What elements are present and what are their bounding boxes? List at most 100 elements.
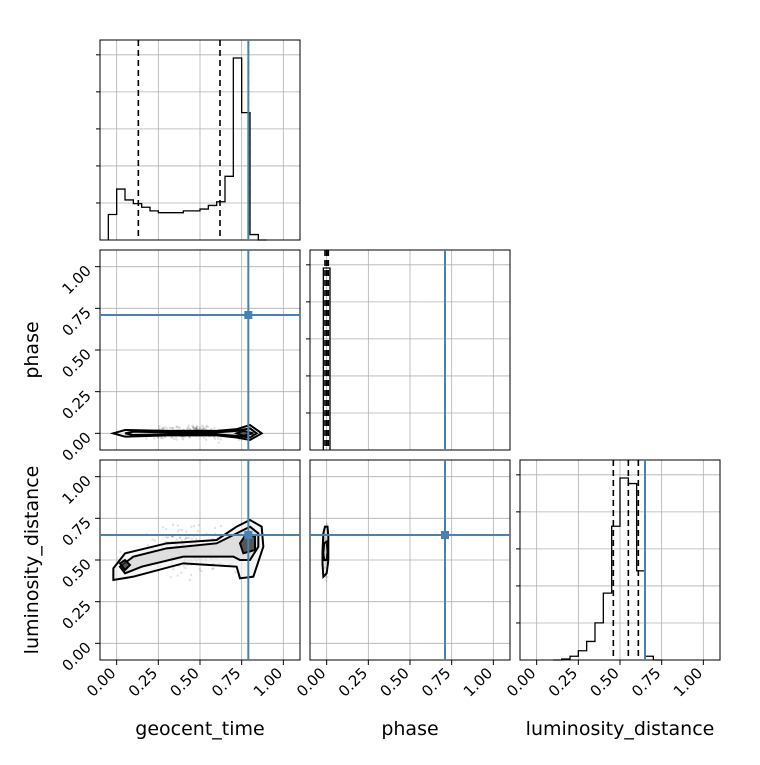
scatter-point xyxy=(206,425,210,429)
scatter-point xyxy=(180,571,183,575)
x-axis-label: geocent_time xyxy=(135,718,264,740)
x-tick-label: 0.00 xyxy=(503,664,539,700)
y-tick-label: 0.00 xyxy=(58,638,94,674)
scatter-point xyxy=(176,530,180,533)
scatter-point xyxy=(192,525,196,528)
truth-marker xyxy=(244,311,253,319)
panel-frame xyxy=(309,249,511,451)
scatter-point xyxy=(188,427,192,431)
truth-marker xyxy=(441,531,449,539)
scatter-point xyxy=(188,436,192,439)
scatter-point xyxy=(195,425,199,428)
y-tick-label: 0.50 xyxy=(58,345,94,381)
scatter-point xyxy=(200,569,203,573)
y-axis-label: luminosity_distance xyxy=(21,466,43,655)
x-tick-label: 0.75 xyxy=(208,664,244,700)
x-tick-label: 1.00 xyxy=(670,664,706,700)
scatter-point xyxy=(192,426,196,429)
scatter-point xyxy=(194,426,198,430)
scatter-point xyxy=(217,437,220,440)
contour-level xyxy=(118,525,260,575)
x-tick-label: 0.75 xyxy=(418,664,454,700)
contour-level xyxy=(118,558,132,572)
scatter-point xyxy=(201,424,204,428)
scatter-point xyxy=(194,537,198,540)
histogram-phase xyxy=(322,267,331,450)
scatter-point xyxy=(186,427,189,430)
scatter-point xyxy=(212,567,215,570)
scatter-point xyxy=(159,436,162,440)
scatter-point xyxy=(170,436,173,439)
scatter-point xyxy=(161,437,165,440)
scatter-point xyxy=(234,571,237,574)
contour-level xyxy=(322,539,329,561)
scatter-point xyxy=(171,535,175,539)
x-tick-label: 0.00 xyxy=(83,664,119,700)
y-tick-label: 0.25 xyxy=(58,597,94,633)
scatter-point xyxy=(178,528,181,531)
scatter-point xyxy=(184,566,187,570)
y-tick-label: 0.75 xyxy=(58,513,94,549)
scatter-point xyxy=(195,427,198,430)
x-tick-label: 1.00 xyxy=(250,664,286,700)
x-tick-label: 0.50 xyxy=(376,664,412,700)
y-tick-label: 0.25 xyxy=(58,387,94,423)
scatter-point xyxy=(213,427,216,430)
scatter-point xyxy=(177,426,180,429)
scatter-point xyxy=(178,536,181,539)
scatter-point xyxy=(160,436,164,439)
scatter-point xyxy=(202,426,205,429)
scatter-point xyxy=(190,525,193,529)
y-axis-label: phase xyxy=(21,321,43,378)
scatter-point xyxy=(171,523,175,527)
scatter-point xyxy=(181,436,184,439)
scatter-point xyxy=(164,426,167,429)
scatter-point xyxy=(188,578,192,582)
scatter-point xyxy=(191,426,195,430)
scatter-point xyxy=(204,425,208,429)
scatter-point xyxy=(197,524,200,527)
scatter-point xyxy=(191,426,195,429)
scatter-point xyxy=(153,437,156,440)
scatter-point xyxy=(190,537,194,541)
x-tick-label: 1.00 xyxy=(460,664,496,700)
histogram-luminosity_distance xyxy=(553,477,662,661)
scatter-point xyxy=(205,438,208,441)
x-tick-label: 0.25 xyxy=(545,664,581,700)
scatter-point xyxy=(189,573,193,577)
scatter-point xyxy=(180,539,184,542)
scatter-point xyxy=(325,523,328,526)
scatter-point xyxy=(187,426,190,429)
scatter-point xyxy=(171,436,174,439)
scatter-point xyxy=(184,536,188,540)
scatter-point xyxy=(217,441,220,444)
x-tick-label: 0.25 xyxy=(335,664,371,700)
y-tick-label: 0.00 xyxy=(58,428,94,464)
scatter-point xyxy=(165,536,168,539)
y-tick-label: 0.75 xyxy=(58,303,94,339)
scatter-point xyxy=(185,530,188,533)
scatter-point xyxy=(202,427,206,430)
scatter-point xyxy=(213,437,217,440)
y-tick-label: 1.00 xyxy=(58,262,94,298)
scatter-point xyxy=(176,524,180,527)
scatter-point xyxy=(237,438,241,441)
scatter-point xyxy=(192,427,196,431)
scatter-point xyxy=(196,529,200,533)
scatter-point xyxy=(156,436,160,439)
scatter-point xyxy=(195,425,199,429)
scatter-point xyxy=(119,550,122,553)
y-tick-label: 0.50 xyxy=(58,555,94,591)
scatter-point xyxy=(171,427,175,430)
scatter-point xyxy=(211,567,214,571)
scatter-point xyxy=(205,424,209,428)
scatter-point xyxy=(166,427,169,431)
scatter-point xyxy=(198,426,201,429)
scatter-point xyxy=(194,427,197,430)
scatter-point xyxy=(161,427,165,430)
scatter-point xyxy=(175,425,178,429)
scatter-point xyxy=(326,575,329,579)
scatter-point xyxy=(182,564,186,568)
